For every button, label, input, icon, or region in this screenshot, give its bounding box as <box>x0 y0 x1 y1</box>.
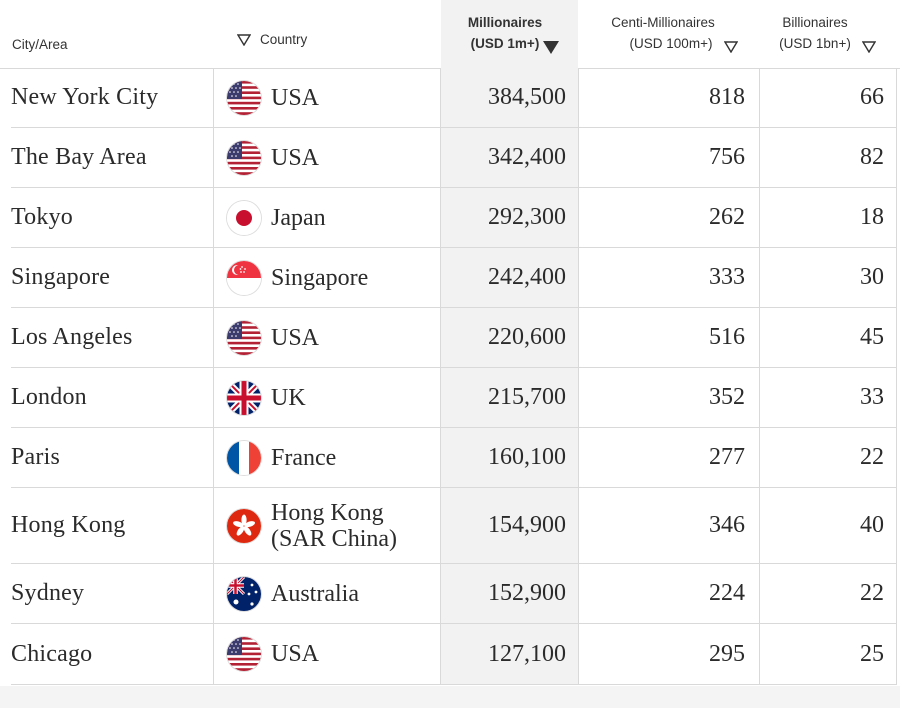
billionaires-cell: 22 <box>759 428 897 487</box>
header-country[interactable]: Country <box>213 0 440 68</box>
header-millionaires-unit: (USD 1m+) <box>470 36 540 51</box>
billionaires-cell: 82 <box>759 128 897 187</box>
country-cell: USA <box>213 308 440 367</box>
header-centi-unit: (USD 100m+) <box>629 36 713 51</box>
country-cell: Australia <box>213 564 440 623</box>
millionaires-cell: 242,400 <box>440 248 578 307</box>
billionaires-cell: 45 <box>759 308 897 367</box>
header-millionaires-label: Millionaires <box>467 15 543 30</box>
hong-kong-flag-icon <box>227 508 261 543</box>
city-cell: Sydney <box>11 580 85 606</box>
millionaires-cell: 160,100 <box>440 428 578 487</box>
centi-millionaires-cell: 352 <box>578 368 759 427</box>
country-name: USA <box>271 641 320 667</box>
billionaires-cell: 22 <box>759 564 897 623</box>
usa-flag-icon <box>227 320 261 355</box>
millionaires-cell: 215,700 <box>440 368 578 427</box>
billionaires-cell: 30 <box>759 248 897 307</box>
header-city[interactable]: City/Area <box>0 0 202 68</box>
usa-flag-icon <box>227 80 261 115</box>
table-row: Tokyo Japan 292,300 262 18 <box>11 188 897 248</box>
table-row: Singapore Singapore 242,400 333 30 <box>11 248 897 308</box>
header-centi-label: Centi-Millionaires <box>611 15 715 30</box>
centi-millionaires-cell: 333 <box>578 248 759 307</box>
table-row: Hong Kong Hong Kong (SAR China) 154,900 … <box>11 488 897 564</box>
millionaires-cell: 152,900 <box>440 564 578 623</box>
uk-flag-icon <box>227 380 261 415</box>
billionaires-cell: 40 <box>759 488 897 563</box>
millionaires-cell: 154,900 <box>440 488 578 563</box>
city-cell: New York City <box>11 84 159 110</box>
country-name: Japan <box>271 204 326 231</box>
table-header: City/Area Country Millionaires (USD 1m+)… <box>0 0 900 69</box>
sort-triangle-icon[interactable] <box>237 34 251 46</box>
city-cell: Singapore <box>11 264 111 290</box>
country-name: Singapore <box>271 264 369 291</box>
city-cell: Hong Kong <box>11 512 126 538</box>
country-name: USA <box>271 84 320 111</box>
country-cell: USA <box>213 128 440 187</box>
table-row: London UK 215,700 352 33 <box>11 368 897 428</box>
centi-millionaires-cell: 262 <box>578 188 759 247</box>
table-row: Paris France 160,100 277 22 <box>11 428 897 488</box>
country-cell: USA <box>213 624 440 684</box>
millionaires-cell: 220,600 <box>440 308 578 367</box>
singapore-flag-icon <box>227 260 261 295</box>
usa-flag-icon <box>227 637 261 671</box>
usa-flag-icon <box>227 140 261 175</box>
table-row: Chicago USA 127,100 295 25 <box>11 624 897 685</box>
city-cell: Chicago <box>11 640 93 667</box>
city-cell: Paris <box>11 444 60 470</box>
japan-flag-icon <box>227 200 261 235</box>
country-name: USA <box>271 324 320 351</box>
header-billionaires-unit: (USD 1bn+) <box>779 36 851 51</box>
billionaires-cell: 25 <box>759 624 897 684</box>
country-name: France <box>271 444 337 471</box>
centi-millionaires-cell: 516 <box>578 308 759 367</box>
centi-millionaires-cell: 818 <box>578 68 759 127</box>
australia-flag-icon <box>227 576 261 611</box>
country-cell: UK <box>213 368 440 427</box>
country-name: Australia <box>271 580 359 607</box>
billionaires-cell: 18 <box>759 188 897 247</box>
millionaires-cell: 342,400 <box>440 128 578 187</box>
sort-triangle-icon[interactable] <box>862 41 876 53</box>
city-cell: Los Angeles <box>11 324 133 350</box>
sort-descending-icon[interactable] <box>543 41 559 54</box>
header-city-label: City/Area <box>12 37 68 52</box>
centi-millionaires-cell: 224 <box>578 564 759 623</box>
country-name: Hong Kong (SAR China) <box>271 499 397 552</box>
millionaires-cell: 292,300 <box>440 188 578 247</box>
footer-band <box>0 686 900 708</box>
header-centi-millionaires[interactable]: Centi-Millionaires (USD 100m+) <box>578 0 759 68</box>
country-cell: France <box>213 428 440 487</box>
billionaires-cell: 66 <box>759 68 897 127</box>
country-name: UK <box>271 384 306 411</box>
city-cell: Tokyo <box>11 204 73 230</box>
country-cell: Singapore <box>213 248 440 307</box>
country-name: USA <box>271 144 320 171</box>
header-billionaires[interactable]: Billionaires (USD 1bn+) <box>759 0 900 68</box>
table-row: The Bay Area USA 342,400 756 82 <box>11 128 897 188</box>
country-cell: USA <box>213 68 440 127</box>
centi-millionaires-cell: 756 <box>578 128 759 187</box>
table-row: Sydney Australia 152,900 224 22 <box>11 564 897 624</box>
sort-triangle-icon[interactable] <box>724 41 738 53</box>
table-row: New York City USA 384,500 818 66 <box>11 68 897 128</box>
centi-millionaires-cell: 295 <box>578 624 759 684</box>
france-flag-icon <box>227 440 261 475</box>
header-billionaires-label: Billionaires <box>782 15 848 30</box>
header-millionaires[interactable]: Millionaires (USD 1m+) <box>441 0 578 68</box>
millionaires-cell: 384,500 <box>440 68 578 127</box>
city-cell: The Bay Area <box>11 144 147 170</box>
table-row: Los Angeles USA 220,600 516 45 <box>11 308 897 368</box>
country-cell: Hong Kong (SAR China) <box>213 488 440 563</box>
billionaires-cell: 33 <box>759 368 897 427</box>
header-country-label: Country <box>260 32 308 47</box>
millionaires-cell: 127,100 <box>440 624 578 684</box>
country-cell: Japan <box>213 188 440 247</box>
centi-millionaires-cell: 346 <box>578 488 759 563</box>
centi-millionaires-cell: 277 <box>578 428 759 487</box>
city-cell: London <box>11 384 87 410</box>
